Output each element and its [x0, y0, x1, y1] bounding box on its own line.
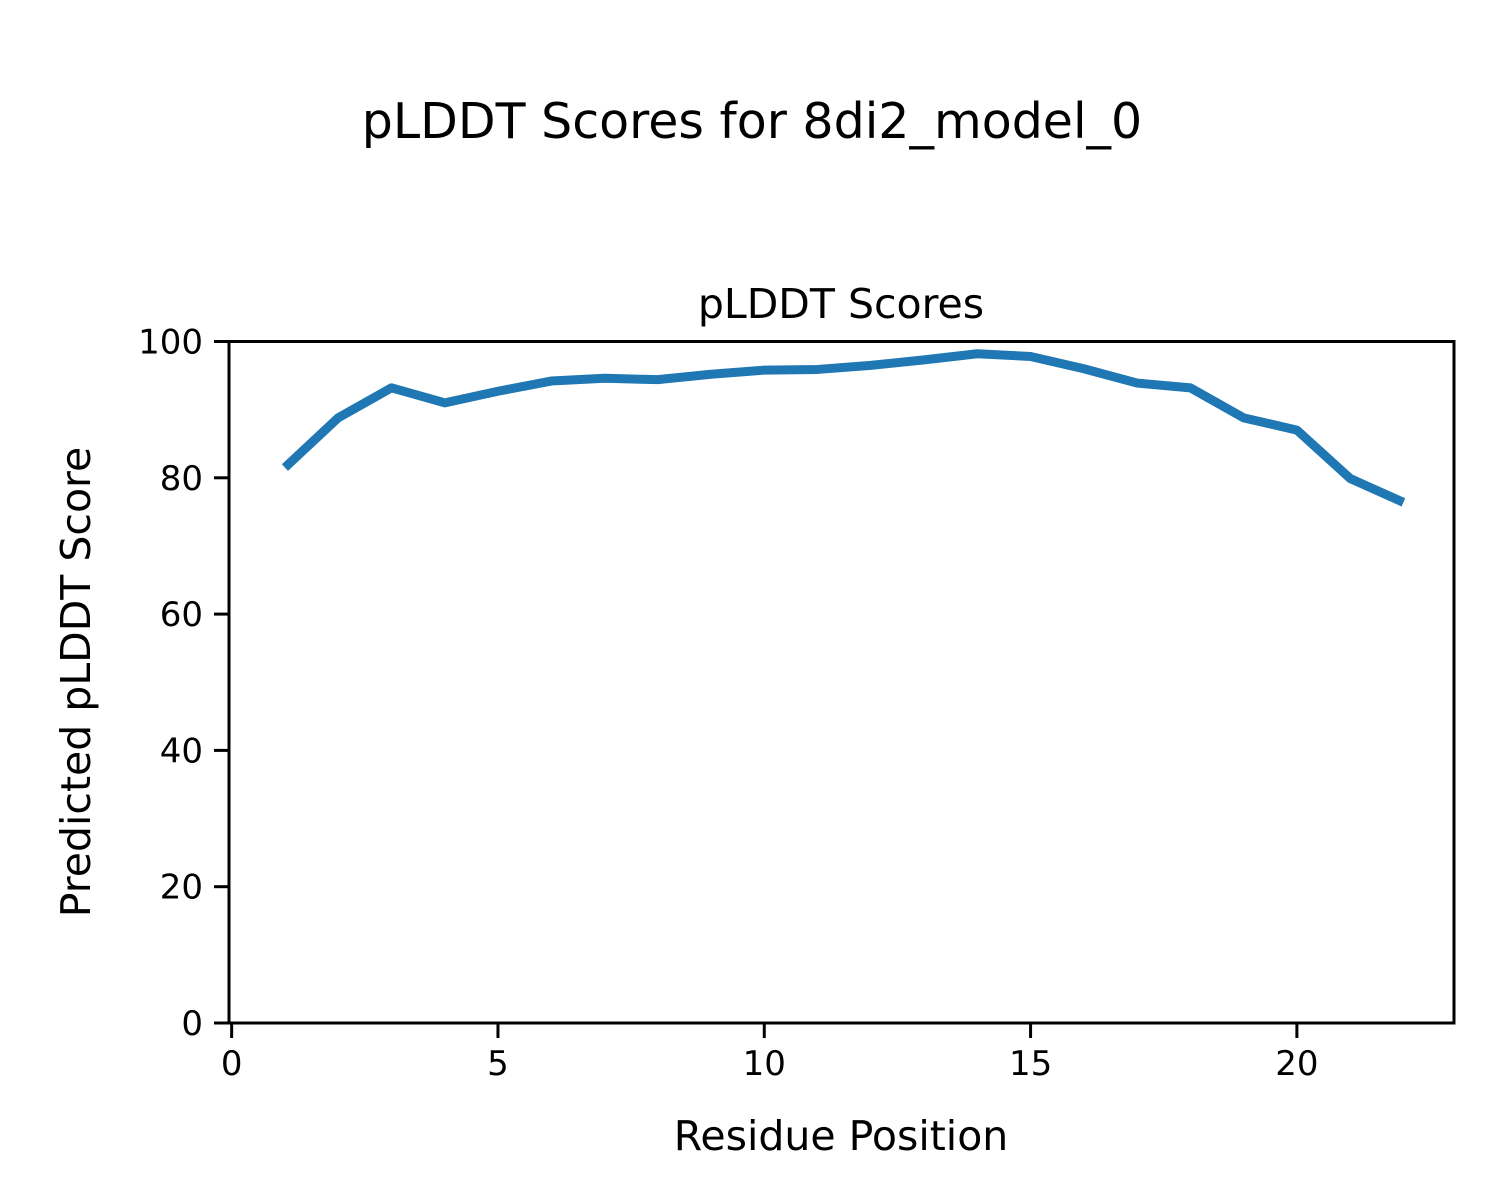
y-tick-label: 20 — [160, 868, 203, 908]
x-tick-label: 20 — [1275, 1044, 1318, 1084]
x-tick-label: 10 — [743, 1044, 786, 1084]
y-tick-label: 40 — [160, 731, 203, 771]
axes-title: pLDDT Scores — [698, 280, 984, 328]
y-axis-label: Predicted pLDDT Score — [52, 447, 100, 917]
axes-spines — [227, 340, 1456, 1025]
x-tick-label: 0 — [221, 1044, 243, 1084]
y-tick-label: 60 — [160, 595, 203, 635]
y-tick-label: 100 — [138, 323, 203, 363]
x-tick-label: 5 — [487, 1044, 509, 1084]
y-tick-label: 0 — [181, 1004, 203, 1044]
x-axis-label: Residue Position — [674, 1112, 1009, 1160]
plddt-score-line — [281, 349, 1406, 507]
plot-area: 0 5 10 15 20 0 20 40 60 80 100 — [138, 323, 1406, 1084]
x-tick-label: 15 — [1009, 1044, 1052, 1084]
figure-title: pLDDT Scores for 8di2_model_0 — [362, 93, 1142, 150]
y-tick-label: 80 — [160, 459, 203, 499]
